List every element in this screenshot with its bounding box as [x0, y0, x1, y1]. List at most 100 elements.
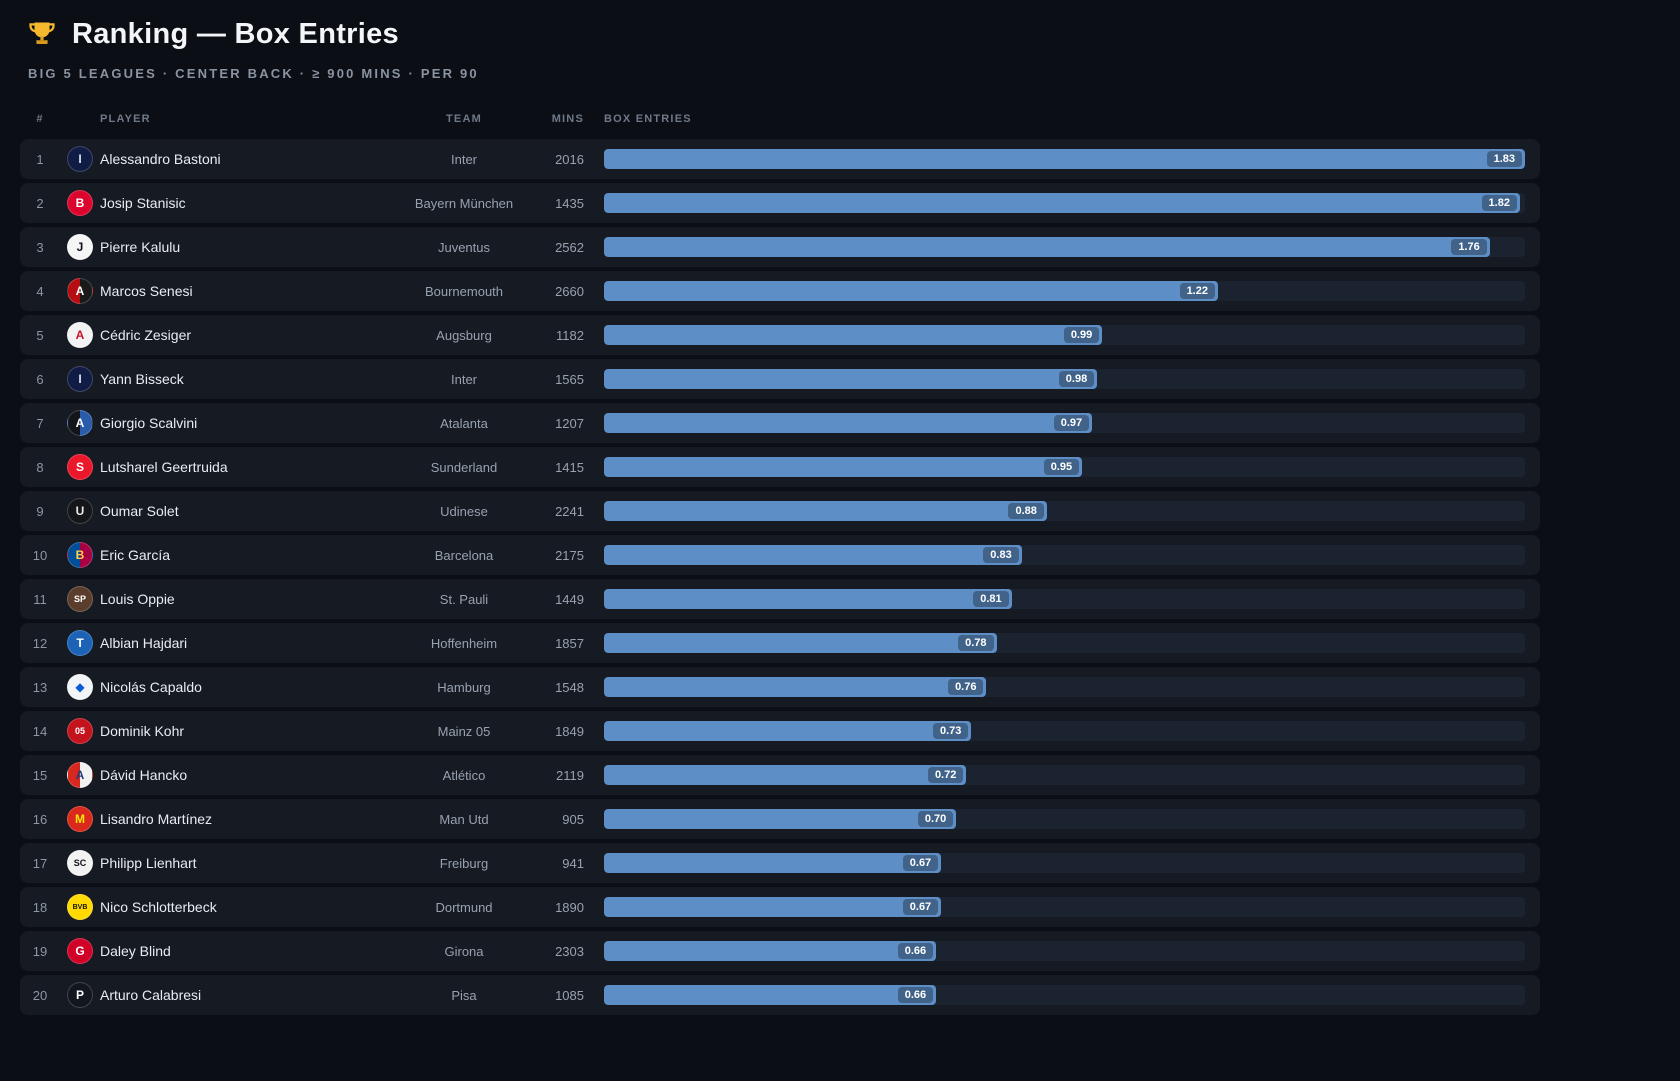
bar-track: 1.83 — [604, 149, 1525, 169]
page-subtitle: BIG 5 LEAGUES · CENTER BACK · ≥ 900 MINS… — [28, 66, 479, 81]
table-row[interactable]: 7 A Giorgio Scalvini Atalanta 1207 0.97 — [20, 403, 1540, 443]
table-row[interactable]: 3 J Pierre Kalulu Juventus 2562 1.76 — [20, 227, 1540, 267]
badge-cell: A — [60, 278, 100, 304]
table-row[interactable]: 10 B Eric García Barcelona 2175 0.83 — [20, 535, 1540, 575]
player-name: Alessandro Bastoni — [100, 151, 221, 167]
bar-track: 0.88 — [604, 501, 1525, 521]
bar-track: 0.70 — [604, 809, 1525, 829]
bar-track: 0.72 — [604, 765, 1525, 785]
club-badge-label: I — [78, 152, 82, 166]
badge-cell: S — [60, 454, 100, 480]
table-row[interactable]: 4 A Marcos Senesi Bournemouth 2660 1.22 — [20, 271, 1540, 311]
value-bar: 0.67 — [604, 897, 942, 917]
bar-value-label: 0.98 — [1058, 371, 1095, 387]
team-name: Bayern München — [414, 195, 514, 211]
bar-value-label: 0.83 — [983, 547, 1019, 563]
bar-track: 0.67 — [604, 853, 1525, 873]
value-bar: 0.72 — [604, 765, 967, 785]
table-row[interactable]: 11 SP Louis Oppie St. Pauli 1449 0.81 — [20, 579, 1540, 619]
team-name: Hoffenheim — [430, 635, 498, 651]
player-name: Nico Schlotterbeck — [100, 899, 217, 915]
table-row[interactable]: 17 SC Philipp Lienhart Freiburg 941 0.67 — [20, 843, 1540, 883]
club-badge-label: A — [75, 284, 85, 298]
team-name: Juventus — [437, 239, 491, 255]
page-header: Ranking — Box Entries BIG 5 LEAGUES · CE… — [20, 18, 1540, 81]
rank-cell: 13 — [32, 679, 48, 695]
bar-value-label: 0.67 — [902, 855, 939, 871]
club-badge-label: M — [75, 812, 85, 826]
table-row[interactable]: 19 G Daley Blind Girona 2303 0.66 — [20, 931, 1540, 971]
player-name: Nicolás Capaldo — [100, 679, 202, 695]
mins-value: 2175 — [555, 547, 584, 563]
table-row[interactable]: 15 A Dávid Hancko Atlético 2119 0.72 — [20, 755, 1540, 795]
bar-track: 1.82 — [604, 193, 1525, 213]
club-badge-label: P — [75, 988, 84, 1002]
column-header-rank: # — [36, 113, 44, 125]
bar-value-label: 0.67 — [902, 899, 939, 915]
table-row[interactable]: 18 BVB Nico Schlotterbeck Dortmund 1890 … — [20, 887, 1540, 927]
rank-cell: 10 — [32, 547, 48, 563]
player-name: Lisandro Martínez — [100, 811, 213, 827]
table-row[interactable]: 16 M Lisandro Martínez Man Utd 905 0.70 — [20, 799, 1540, 839]
table-row[interactable]: 2 B Josip Stanisic Bayern München 1435 1… — [20, 183, 1540, 223]
mins-value: 1565 — [555, 371, 584, 387]
bar-value-label: 0.99 — [1063, 327, 1100, 343]
badge-cell: SC — [60, 850, 100, 876]
club-badge-label: B — [75, 548, 85, 562]
rank-cell: 7 — [36, 415, 44, 431]
table-body: 1 I Alessandro Bastoni Inter 2016 1.83 2… — [20, 139, 1540, 1015]
club-badge-label: BVB — [72, 903, 88, 911]
club-badge-label: SC — [73, 857, 87, 868]
bar-value-label: 0.95 — [1043, 459, 1080, 475]
rank-cell: 17 — [32, 855, 48, 871]
table-row[interactable]: 14 05 Dominik Kohr Mainz 05 1849 0.73 — [20, 711, 1540, 751]
table-row[interactable]: 1 I Alessandro Bastoni Inter 2016 1.83 — [20, 139, 1540, 179]
bar-value-label: 0.97 — [1053, 415, 1090, 431]
bar-track: 0.95 — [604, 457, 1525, 477]
club-badge-label: SP — [73, 593, 86, 604]
table-row[interactable]: 5 A Cédric Zesiger Augsburg 1182 0.99 — [20, 315, 1540, 355]
badge-cell: T — [60, 630, 100, 656]
player-name: Pierre Kalulu — [100, 239, 181, 255]
table-row[interactable]: 6 I Yann Bisseck Inter 1565 0.98 — [20, 359, 1540, 399]
rank-cell: 3 — [36, 239, 44, 255]
bar-value-label: 0.70 — [917, 811, 954, 827]
bar-value-label: 1.76 — [1451, 239, 1487, 255]
mins-value: 941 — [562, 855, 584, 871]
page-title: Ranking — Box Entries — [72, 18, 399, 50]
club-badge-label: A — [75, 328, 85, 342]
player-name: Philipp Lienhart — [100, 855, 197, 871]
badge-cell: I — [60, 146, 100, 172]
table-row[interactable]: 13 ◆ Nicolás Capaldo Hamburg 1548 0.76 — [20, 667, 1540, 707]
table-row[interactable]: 8 S Lutsharel Geertruida Sunderland 1415… — [20, 447, 1540, 487]
table-row[interactable]: 12 T Albian Hajdari Hoffenheim 1857 0.78 — [20, 623, 1540, 663]
mins-value: 2660 — [555, 283, 584, 299]
team-name: Girona — [444, 943, 484, 959]
team-name: Dortmund — [435, 899, 493, 915]
mins-value: 1857 — [555, 635, 584, 651]
rank-cell: 20 — [32, 987, 48, 1003]
value-bar: 0.67 — [604, 853, 942, 873]
table-row[interactable]: 20 P Arturo Calabresi Pisa 1085 0.66 — [20, 975, 1540, 1015]
rank-cell: 19 — [32, 943, 48, 959]
bar-value-label: 0.81 — [973, 591, 1009, 607]
player-name: Louis Oppie — [100, 591, 175, 607]
team-name: Udinese — [440, 503, 488, 519]
club-badge-label: ◆ — [75, 680, 85, 694]
player-name: Yann Bisseck — [100, 371, 184, 387]
club-badge-icon: S — [67, 454, 93, 480]
value-bar: 0.81 — [604, 589, 1012, 609]
badge-cell: B — [60, 542, 100, 568]
club-badge-icon: A — [67, 322, 93, 348]
rank-cell: 8 — [36, 459, 44, 475]
column-header-box-entries: BOX ENTRIES — [604, 113, 692, 125]
player-name: Dávid Hancko — [100, 767, 188, 783]
table-row[interactable]: 9 U Oumar Solet Udinese 2241 0.88 — [20, 491, 1540, 531]
player-name: Arturo Calabresi — [100, 987, 202, 1003]
club-badge-label: S — [75, 460, 84, 474]
mins-value: 905 — [562, 811, 584, 827]
rank-cell: 4 — [36, 283, 44, 299]
value-bar: 1.76 — [604, 237, 1490, 257]
club-badge-label: T — [76, 636, 84, 650]
bar-value-label: 0.76 — [948, 679, 984, 695]
